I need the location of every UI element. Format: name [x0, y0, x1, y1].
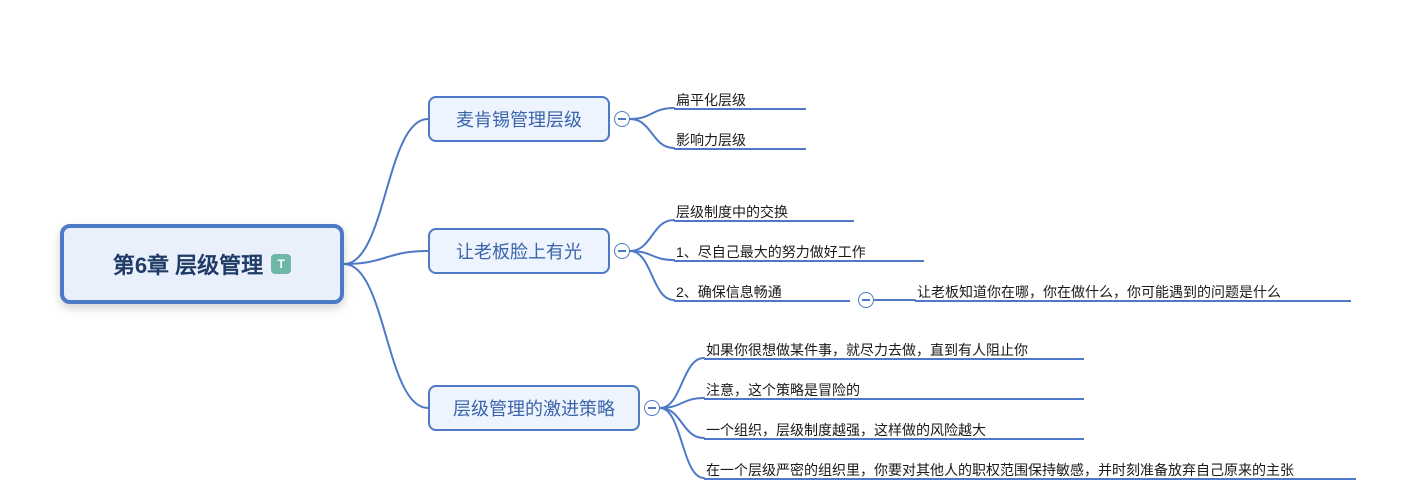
- leaf-node[interactable]: 层级制度中的交换: [676, 202, 788, 222]
- leaf-node[interactable]: 注意，这个策略是冒险的: [706, 380, 860, 400]
- collapse-toggle-icon[interactable]: [644, 400, 660, 416]
- leaf-node[interactable]: 在一个层级严密的组织里，你要对其他人的职权范围保持敏感，并时刻准备放弃自己原来的…: [706, 460, 1294, 480]
- leaf-underline: [704, 358, 1084, 360]
- branch-label: 让老板脸上有光: [456, 238, 582, 264]
- collapse-toggle-icon[interactable]: [614, 111, 630, 127]
- leaf-underline: [915, 300, 1351, 302]
- leaf-underline: [674, 108, 806, 110]
- mindmap-canvas: 第6章 层级管理 T 麦肯锡管理层级 扁平化层级影响力层级让老板脸上有光 层级制度中的交…: [0, 0, 1414, 503]
- leaf-node[interactable]: 2、确保信息畅通: [676, 282, 782, 302]
- leaf-node[interactable]: 1、尽自己最大的努力做好工作: [676, 242, 866, 262]
- leaf-underline: [674, 148, 806, 150]
- leaf-node[interactable]: 一个组织，层级制度越强，这样做的风险越大: [706, 420, 986, 440]
- collapse-toggle-icon[interactable]: [858, 292, 874, 308]
- leaf-underline: [704, 478, 1356, 480]
- leaf-underline: [704, 438, 1084, 440]
- root-badge: T: [271, 254, 291, 274]
- leaf-node[interactable]: 影响力层级: [676, 130, 746, 150]
- leaf-underline: [674, 220, 854, 222]
- branch-node[interactable]: 层级管理的激进策略: [428, 385, 640, 431]
- leaf-node[interactable]: 如果你很想做某件事，就尽力去做，直到有人阻止你: [706, 340, 1028, 360]
- branch-node[interactable]: 麦肯锡管理层级: [428, 96, 610, 142]
- leaf-underline: [674, 300, 850, 302]
- branch-node[interactable]: 让老板脸上有光: [428, 228, 610, 274]
- root-label: 第6章 层级管理: [113, 248, 263, 280]
- root-node[interactable]: 第6章 层级管理 T: [60, 224, 344, 304]
- leaf-underline: [704, 398, 1084, 400]
- leaf-node[interactable]: 让老板知道你在哪，你在做什么，你可能遇到的问题是什么: [917, 282, 1281, 302]
- leaf-underline: [674, 260, 924, 262]
- branch-label: 麦肯锡管理层级: [456, 106, 582, 132]
- leaf-node[interactable]: 扁平化层级: [676, 90, 746, 110]
- branch-label: 层级管理的激进策略: [453, 395, 615, 421]
- collapse-toggle-icon[interactable]: [614, 243, 630, 259]
